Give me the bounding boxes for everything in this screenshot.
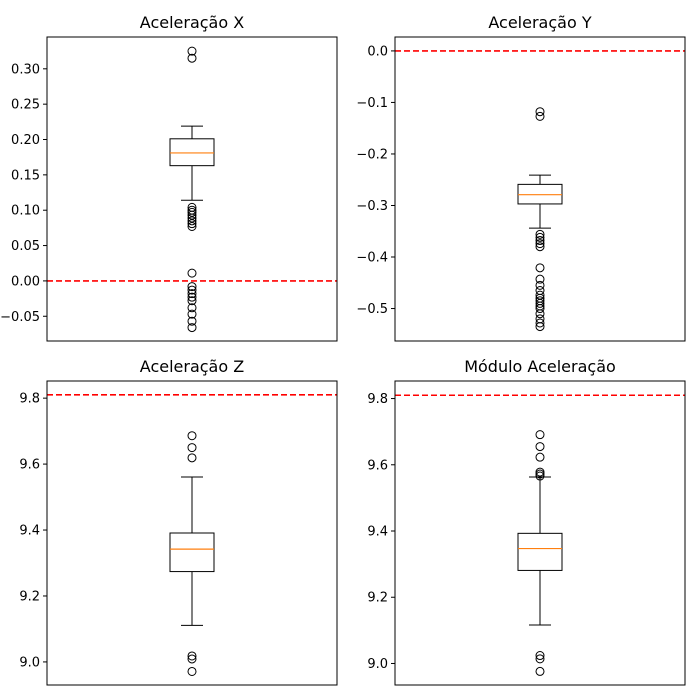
y-tick-label: 0.30 [11, 62, 40, 77]
y-tick-label: 0.20 [11, 133, 40, 148]
outlier-point [535, 651, 545, 661]
outlier-point [535, 263, 545, 273]
y-tick-label: 9.8 [19, 392, 40, 407]
y-tick-label: 9.2 [367, 591, 388, 606]
y-tick-label: 0.0 [367, 44, 388, 59]
outlier-point [187, 216, 197, 226]
panel-title: Aceleração Y [488, 13, 591, 32]
y-tick-label: −0.4 [356, 251, 388, 266]
panel-title: Aceleração Z [140, 357, 244, 376]
y-tick-label: 9.6 [367, 458, 388, 473]
outlier-point [535, 322, 545, 332]
y-tick-label: 9.8 [367, 392, 388, 407]
axes-frame [46, 36, 338, 342]
box [169, 138, 215, 167]
outlier-point [535, 304, 545, 314]
outlier-point [187, 443, 197, 453]
y-tick-label: 9.2 [19, 589, 40, 604]
panel-modulo-aceleracao: Módulo Aceleração 9.0 9.2 9.4 9.6 9.8 [367, 357, 686, 686]
outlier-point [187, 46, 197, 56]
outlier-point [535, 274, 545, 284]
y-tick-label: 9.4 [367, 525, 388, 540]
outlier-point [187, 323, 197, 333]
y-tick-label: 9.6 [19, 458, 40, 473]
outlier-point [187, 431, 197, 441]
y-tick-label: −0.3 [356, 199, 388, 214]
y-tick-label: −0.5 [356, 302, 388, 317]
outlier-point [535, 471, 545, 481]
outlier-point [187, 285, 197, 295]
outlier-point [535, 236, 545, 246]
box [517, 532, 563, 571]
y-tick-label: 0.10 [11, 204, 40, 219]
outlier-point [187, 53, 197, 63]
panel-title: Módulo Aceleração [464, 357, 616, 376]
box [169, 532, 215, 573]
axes-frame [46, 380, 338, 686]
outlier-point [535, 229, 545, 239]
outlier-point [535, 280, 545, 290]
outlier-point [187, 303, 197, 313]
panel-aceleracao-z: Aceleração Z 9.0 9.2 9.4 9.6 9.8 [19, 357, 338, 686]
outlier-point [187, 219, 197, 229]
outlier-point [187, 651, 197, 661]
y-tick-label: 9.4 [19, 524, 40, 539]
outlier-point [187, 221, 197, 231]
axes-frame [394, 380, 686, 686]
panel-title: Aceleração X [140, 13, 244, 32]
outlier-point [535, 239, 545, 249]
outlier-point [535, 111, 545, 121]
y-tick-label: 0.15 [11, 168, 40, 183]
outlier-point [187, 654, 197, 664]
outlier-point [535, 242, 545, 252]
panel-aceleracao-x: Aceleração X −0.05 0.00 0.05 0.10 0.15 0.20 0.… [0, 13, 338, 342]
y-tick-label: −0.2 [356, 147, 388, 162]
outlier-point [535, 107, 545, 117]
outlier-point [535, 298, 545, 308]
outlier-point [187, 282, 197, 292]
outlier-point [187, 316, 197, 326]
outlier-point [187, 453, 197, 463]
outlier-point [187, 296, 197, 306]
y-tick-label: −0.1 [356, 96, 388, 111]
outlier-point [187, 268, 197, 278]
outlier-point [535, 654, 545, 664]
outlier-point [535, 309, 545, 319]
outlier-point [187, 289, 197, 299]
outlier-point [535, 430, 545, 440]
y-tick-label: 9.0 [19, 655, 40, 670]
y-tick-label: 0.00 [11, 274, 40, 289]
outlier-point [187, 292, 197, 302]
y-tick-label: 9.0 [367, 657, 388, 672]
outlier-point [187, 309, 197, 319]
panel-aceleracao-y: Aceleração Y −0.5 −0.4 −0.3 −0.2 −0.1 0.0 [356, 13, 686, 342]
y-tick-label: 0.05 [11, 239, 40, 254]
outlier-point [535, 442, 545, 452]
y-tick-label: 0.25 [11, 98, 40, 113]
outlier-point [535, 452, 545, 462]
y-tick-label: −0.05 [0, 310, 40, 325]
outlier-point [535, 666, 545, 676]
outlier-point [187, 666, 197, 676]
outlier-point [535, 232, 545, 242]
axes-frame [394, 36, 686, 342]
outlier-point [535, 318, 545, 328]
